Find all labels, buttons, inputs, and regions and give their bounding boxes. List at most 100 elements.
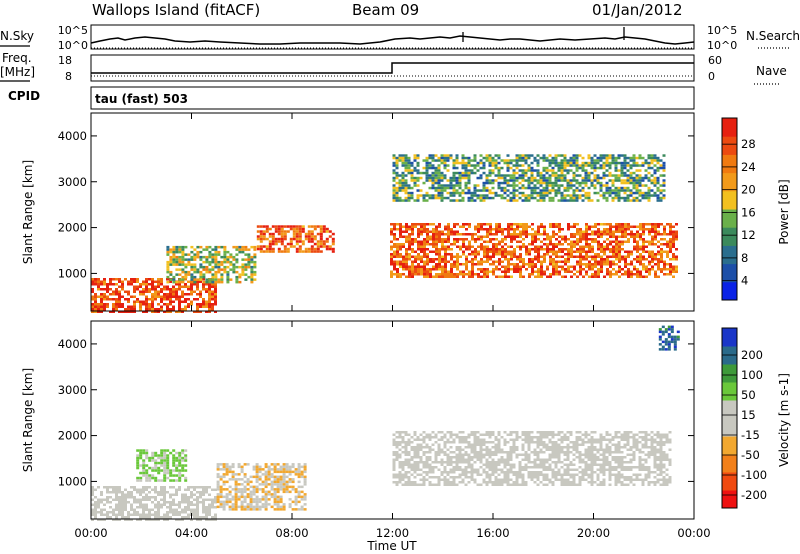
heatmap-cell [136, 498, 139, 501]
heatmap-cell [222, 480, 226, 484]
heatmap-cell [265, 227, 269, 231]
heatmap-cell [211, 253, 215, 256]
heatmap-cell [214, 496, 217, 499]
heatmap-cell [193, 268, 197, 271]
heatmap-cell [473, 194, 477, 197]
heatmap-cell [573, 225, 576, 228]
heatmap-cell [151, 298, 154, 301]
heatmap-cell [465, 228, 468, 231]
heatmap-cell [396, 270, 399, 273]
heatmap-cell [497, 169, 501, 172]
heatmap-cell [660, 248, 663, 251]
heatmap-cell [398, 196, 402, 200]
heatmap-cell [184, 298, 187, 301]
heatmap-cell [530, 166, 534, 170]
heatmap-cell [452, 161, 456, 165]
heatmap-cell [401, 179, 405, 182]
heatmap-cell [240, 500, 244, 504]
heatmap-cell [172, 293, 175, 296]
heatmap-cell [588, 233, 591, 236]
heatmap-cell [521, 448, 525, 451]
heatmap-cell [540, 225, 543, 228]
heatmap-cell [407, 164, 411, 167]
heatmap-cell [277, 237, 281, 241]
heatmap-cell [465, 238, 468, 241]
velocity-plot-bg [91, 321, 694, 519]
heatmap-cell [473, 166, 477, 170]
heatmap-cell [223, 265, 227, 269]
heatmap-cell [413, 453, 417, 456]
heatmap-cell [522, 230, 525, 233]
heatmap-cell [461, 471, 465, 474]
heatmap-cell [504, 228, 507, 231]
heatmap-cell [393, 265, 396, 268]
heatmap-cell [440, 184, 444, 187]
heatmap-cell [199, 501, 202, 504]
heatmap-cell [423, 245, 426, 248]
heatmap-cell [552, 265, 555, 268]
heatmap-cell [537, 258, 540, 261]
heatmap-cell [485, 463, 489, 466]
heatmap-cell [229, 263, 233, 266]
heatmap-cell [178, 295, 181, 298]
heatmap-cell [642, 240, 645, 243]
heatmap-cell [398, 476, 402, 479]
heatmap-cell [476, 441, 480, 444]
heatmap-cell [479, 199, 483, 202]
heatmap-cell [297, 500, 301, 504]
heatmap-cell [612, 250, 615, 253]
heatmap-cell [531, 233, 534, 236]
heatmap-cell [600, 250, 603, 253]
heatmap-cell [408, 258, 411, 261]
heatmap-cell [304, 232, 308, 236]
heatmap-cell [220, 280, 224, 284]
heatmap-cell [196, 298, 199, 301]
heatmap-cell [417, 265, 420, 268]
heatmap-cell [651, 253, 654, 256]
heatmap-cell [241, 273, 245, 276]
heatmap-cell [476, 161, 480, 165]
heatmap-cell [398, 481, 402, 484]
heatmap-cell [548, 169, 552, 172]
heatmap-cell [642, 263, 645, 266]
heatmap-cell [450, 248, 453, 251]
heatmap-cell [461, 196, 465, 200]
heatmap-cell [468, 270, 471, 273]
heatmap-cell [118, 488, 121, 491]
heatmap-cell [225, 473, 229, 476]
heatmap-cell [187, 513, 190, 516]
heatmap-cell [581, 156, 585, 160]
heatmap-cell [552, 258, 555, 261]
heatmap-cell [223, 255, 227, 259]
heatmap-cell [654, 233, 657, 236]
heatmap-cell [651, 225, 654, 228]
heatmap-cell [605, 169, 609, 172]
heatmap-cell [467, 169, 471, 172]
heatmap-cell [414, 258, 417, 261]
heatmap-cell [300, 475, 304, 479]
heatmap-cell [567, 258, 570, 261]
heatmap-cell [136, 501, 139, 504]
heatmap-cell [103, 283, 106, 286]
heatmap-cell [190, 508, 193, 511]
heatmap-cell [600, 223, 603, 226]
heatmap-cell [491, 463, 495, 466]
heatmap-cell [600, 255, 603, 258]
heatmap-cell [163, 488, 166, 491]
heatmap-cell [154, 285, 157, 288]
heatmap-cell [273, 470, 277, 474]
heatmap-cell [654, 255, 657, 258]
heatmap-cell [477, 253, 480, 256]
heatmap-cell [446, 164, 450, 167]
heatmap-cell [467, 191, 471, 195]
heatmap-cell [154, 293, 157, 296]
heatmap-cell [100, 295, 103, 298]
heatmap-cell [470, 194, 474, 197]
heatmap-cell [503, 478, 507, 481]
heatmap-cell [654, 223, 657, 226]
cpid-label: CPID [8, 89, 40, 103]
heatmap-cell [417, 248, 420, 251]
heatmap-cell [533, 476, 537, 479]
heatmap-cell [277, 225, 281, 228]
heatmap-cell [280, 242, 284, 246]
